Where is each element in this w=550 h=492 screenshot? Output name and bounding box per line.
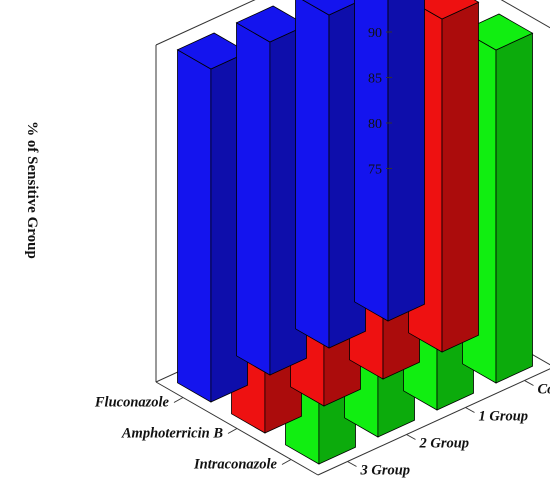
- bars-layer: [176, 0, 534, 465]
- drug-label: Amphoterricin B: [121, 426, 223, 442]
- y-tick-label: 90: [368, 26, 382, 41]
- group-label: 1 Group: [479, 409, 529, 425]
- depth-axis-labels: Fluconazole Amphoterricin B Intraconazole: [94, 395, 292, 473]
- y-axis: 7580859095100: [368, 26, 392, 178]
- y-tick-label: 75: [368, 163, 382, 178]
- drug-label: Fluconazole: [94, 395, 170, 411]
- y-axis-label: % of Sensitive Group: [24, 121, 40, 259]
- group-label: 2 Group: [419, 436, 470, 452]
- drug-label: Intraconazole: [193, 457, 278, 473]
- group-label: 3 Group: [360, 463, 411, 479]
- group-label: Control: [538, 382, 550, 398]
- y-tick-label: 85: [368, 72, 382, 87]
- bar-fluconazole-control: [354, 0, 425, 322]
- y-tick-label: 80: [368, 117, 382, 132]
- row-axis-labels: Control 1 Group 2 Group 3 Group: [347, 380, 550, 479]
